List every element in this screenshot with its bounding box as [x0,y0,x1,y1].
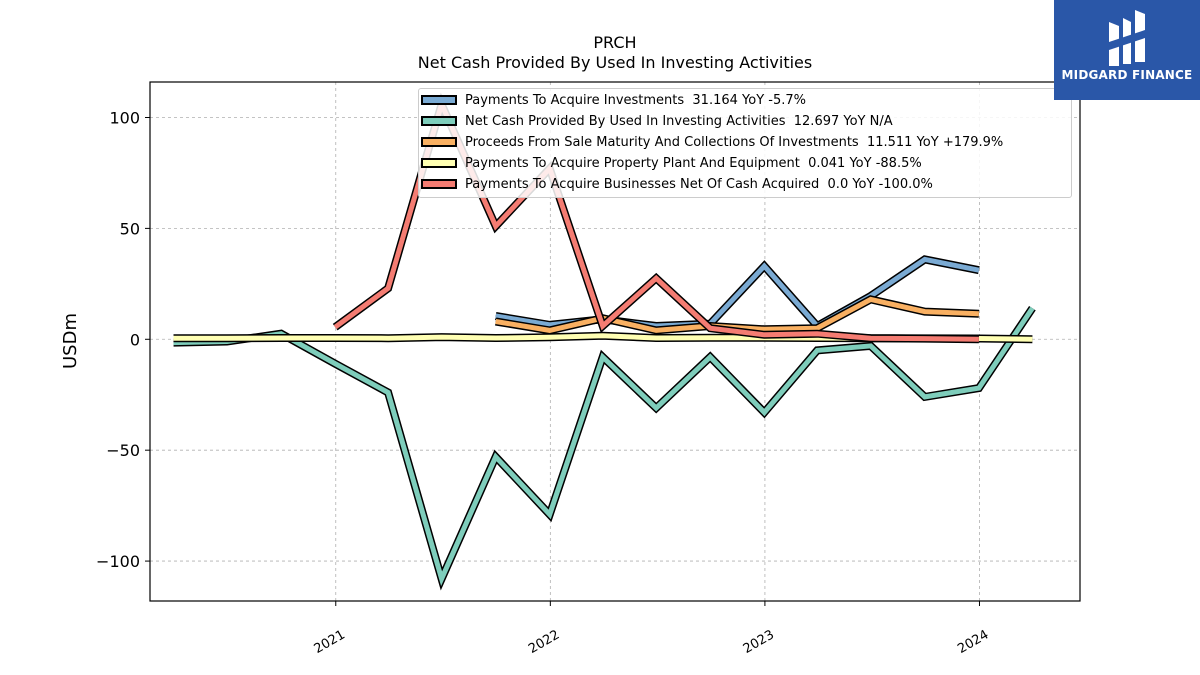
legend-item: Payments To Acquire Investments 31.164 Y… [421,92,806,108]
legend-item: Payments To Acquire Property Plant And E… [421,155,922,171]
series-line [495,256,980,330]
series-0 [495,255,980,332]
y-axis-label: USDm [60,313,81,369]
legend-swatch [421,95,457,105]
y-tick-label: −100 [96,552,140,571]
series-lines [173,92,1036,591]
legend-swatch [421,137,457,147]
legend-label: Proceeds From Sale Maturity And Collecti… [465,134,1004,150]
y-axis: 100 50 0 −50 −100 [96,108,150,571]
series-2 [495,295,980,335]
midgard-logo-icon [1109,10,1145,66]
x-tick-label: 2024 [955,627,991,657]
legend-label: Payments To Acquire Investments 31.164 Y… [465,92,806,108]
x-tick-label: 2022 [526,627,562,657]
brand-logo: MIDGARD FINANCE [1054,0,1200,100]
series-1 [173,305,1036,591]
legend-item: Payments To Acquire Businesses Net Of Ca… [421,176,933,192]
plot-frame [149,81,1081,602]
series-outline [173,305,1036,591]
legend-swatch [421,179,457,189]
legend-item: Proceeds From Sale Maturity And Collecti… [421,134,1003,150]
legend-label: Payments To Acquire Property Plant And E… [465,155,922,171]
legend-swatch [421,158,457,168]
legend-item: Net Cash Provided By Used In Investing A… [421,113,893,129]
x-tick-label: 2021 [312,627,348,657]
legend-swatch [421,116,457,126]
x-tick-label: 2023 [741,627,777,657]
chart-subtitle: Net Cash Provided By Used In Investing A… [418,53,812,72]
brand-name: MIDGARD FINANCE [1061,68,1193,82]
y-tick-label: 50 [120,219,140,238]
legend-label: Payments To Acquire Businesses Net Of Ca… [465,176,933,192]
chart-title: PRCH [593,33,636,52]
y-tick-label: 100 [109,108,140,127]
y-tick-label: 0 [130,330,140,349]
y-tick-label: −50 [106,441,140,460]
legend-label: Net Cash Provided By Used In Investing A… [465,113,893,129]
x-axis: 2021 2022 2023 2024 [312,601,991,657]
chart-legend: Payments To Acquire Investments 31.164 Y… [418,88,1072,198]
series-line [173,306,1035,587]
